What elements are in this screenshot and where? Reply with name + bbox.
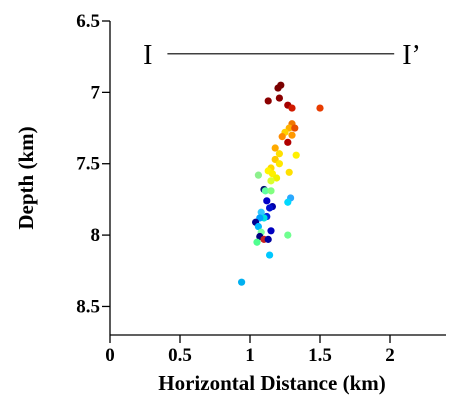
data-point (275, 160, 283, 168)
profile-end-label: I’ (402, 40, 421, 71)
y-tick-label: 8 (91, 225, 101, 246)
y-tick-label: 8.5 (76, 296, 100, 317)
x-tick-label: 1 (245, 345, 255, 366)
x-axis-title: Horizontal Distance (km) (158, 371, 385, 395)
ticks: 0 0.5 1 1.5 2 6.5 7 7.5 8 8.5 (76, 11, 395, 366)
x-tick-label: 0.5 (168, 345, 192, 366)
y-tick-label: 6.5 (76, 11, 100, 32)
data-point (273, 174, 281, 182)
y-axis-title: Depth (km) (14, 126, 38, 229)
data-point (254, 171, 262, 179)
data-point (288, 131, 296, 139)
data-point (275, 94, 283, 102)
data-point (257, 208, 265, 216)
data-point (284, 138, 292, 146)
data-point (271, 144, 279, 152)
data-point (254, 222, 262, 231)
data-point (278, 133, 286, 141)
data-point (238, 278, 246, 286)
data-point (316, 104, 324, 112)
data-point (288, 104, 296, 112)
data-point (284, 231, 292, 239)
x-tick-label: 1.5 (308, 345, 332, 366)
data-point (292, 151, 300, 159)
data-point (264, 97, 272, 105)
data-point (285, 168, 293, 176)
data-point (284, 198, 292, 206)
data-point (263, 197, 271, 205)
data-point (267, 187, 275, 195)
data-point (275, 150, 283, 158)
data-point (266, 251, 274, 259)
data-point (274, 84, 282, 92)
data-point (261, 187, 269, 195)
x-tick-label: 0 (105, 345, 115, 366)
data-point (253, 238, 261, 246)
profile-start-label: I (143, 40, 152, 71)
data-point (267, 227, 275, 235)
data-point (266, 204, 274, 212)
data-point (267, 177, 275, 185)
profile-annotation: I I’ (143, 40, 421, 71)
x-tick-label: 2 (385, 345, 395, 366)
y-tick-label: 7 (91, 82, 101, 103)
y-tick-label: 7.5 (76, 154, 100, 175)
data-point (264, 235, 272, 243)
data-points (238, 81, 324, 286)
data-point (291, 124, 299, 132)
